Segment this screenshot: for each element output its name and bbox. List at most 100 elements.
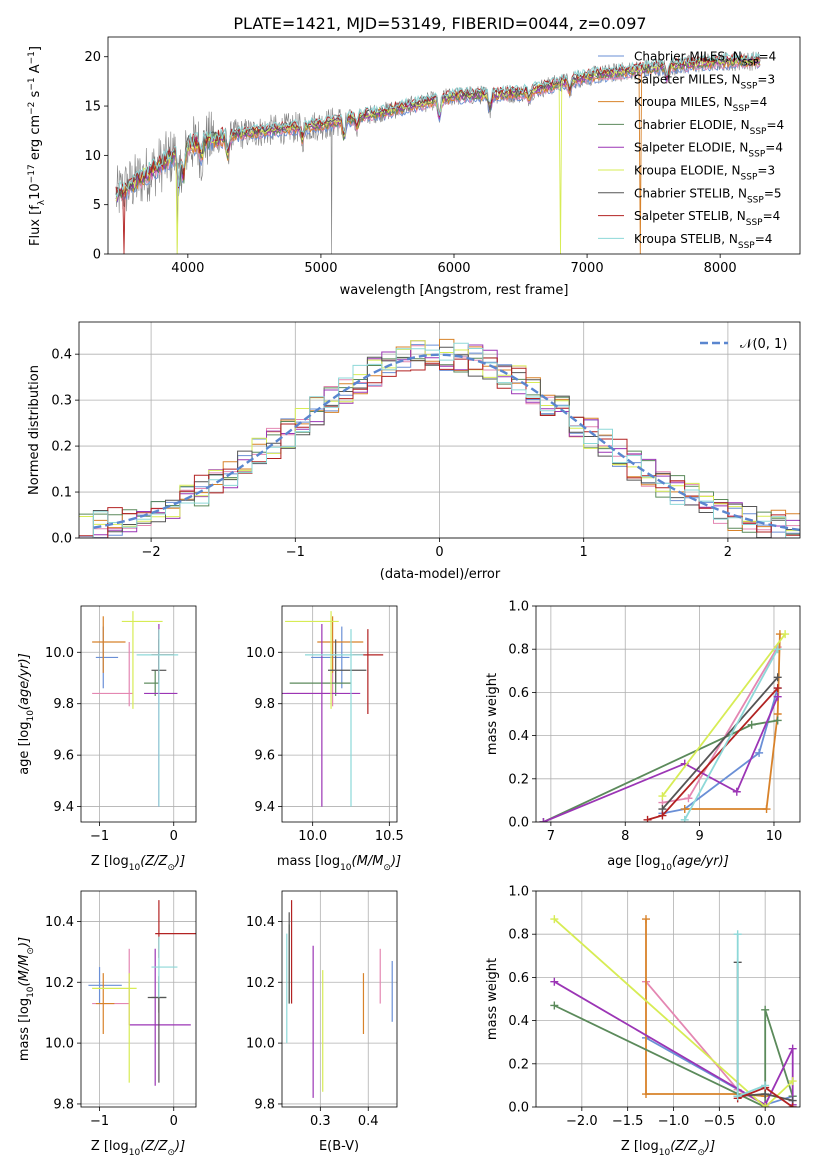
weight-marker: [781, 630, 790, 639]
errorbar-point-6: [147, 976, 167, 1083]
y-tick-label: 10.0: [45, 646, 74, 661]
errorbar-point-6: [328, 639, 367, 684]
y-axis-label-part: )]: [17, 937, 32, 948]
axes-frame-spectrum: [107, 36, 801, 255]
x-axis-label-part: ⊙: [167, 863, 175, 873]
x-axis-label-part: (Z/Z: [140, 854, 168, 869]
x-axis-label-part: 10: [129, 863, 141, 873]
x-tick-label: −2.0: [566, 1114, 598, 1129]
weight-marker: [732, 787, 741, 796]
errorbar-point-5: [92, 973, 137, 1083]
errorbar-point-8: [151, 936, 178, 998]
weight-marker: [761, 1005, 770, 1014]
panel-ebv-mass: 0.3 0.4 9.8 10.0 10.2 10.4 E(B-V): [246, 890, 398, 1154]
axes-frame-residuals: [78, 321, 801, 539]
y-tick-label: 0.8: [508, 928, 529, 943]
plot-area-Z-weight: [550, 915, 797, 1107]
x-axis-label-part: age [log: [607, 854, 660, 869]
x-axis-label: age [log10(age/yr)]: [607, 854, 729, 873]
weight-line-1: [645, 981, 766, 1106]
weight-marker: [773, 692, 782, 701]
errorbar-point-4: [282, 624, 361, 807]
weight-line-6: [661, 676, 779, 810]
y-tick-label: 9.4: [53, 800, 74, 815]
legend-label-part: SSP: [742, 59, 759, 69]
weight-marker: [747, 720, 756, 729]
weight-marker: [773, 716, 782, 725]
x-tick-label: 8: [621, 829, 629, 844]
weight-marker: [642, 915, 650, 924]
x-axis-label-part: ⊙: [383, 863, 391, 873]
weight-line-3: [553, 1004, 794, 1107]
weight-marker: [684, 794, 693, 803]
legend-label-part: SSP: [738, 241, 755, 251]
y-tick-label: 9.8: [53, 1097, 74, 1112]
y-axis-label-part: −2: [27, 102, 37, 115]
x-tick-label: 7: [547, 829, 555, 844]
y-tick-label: 10: [84, 149, 101, 164]
x-tick-label: 10.5: [375, 829, 404, 844]
errorbar-point-0: [311, 626, 350, 689]
axes-frame-age-weight: [535, 605, 801, 823]
errorbar-point-8: [305, 629, 364, 807]
errorbar-point-7: [155, 900, 196, 958]
x-axis-label-part: (age/yr)]: [672, 854, 729, 869]
legend-label-part: Chabrier ELODIE, N: [634, 118, 750, 132]
y-tick-label: 0.0: [508, 816, 529, 831]
y-tick-label: 9.8: [254, 697, 275, 712]
errorbar-point-5: [121, 611, 163, 709]
weight-marker: [733, 1092, 742, 1101]
weight-marker: [680, 805, 689, 814]
x-tick-label: 9: [695, 829, 703, 844]
y-tick-label: 0: [93, 248, 101, 263]
errorbar-point-4: [129, 948, 191, 1086]
weight-marker: [773, 684, 782, 693]
y-axis-label: mass [log10(M/M⊙)]: [17, 937, 36, 1061]
legend-label-part: =5: [764, 186, 782, 200]
x-axis-label-part: ⊙: [167, 1148, 175, 1158]
weight-marker: [733, 930, 742, 939]
y-axis-label-part: erg cm: [28, 115, 43, 164]
errorbar-point-3: [144, 670, 159, 696]
y-axis-label-part: 10: [26, 710, 36, 722]
legend-label-part: =4: [766, 118, 784, 132]
legend-label-part: SSP: [750, 127, 767, 137]
x-tick-label: −1: [90, 1114, 109, 1129]
y-tick-label: 9.8: [254, 1097, 275, 1112]
x-tick-label: 0.3: [310, 1114, 331, 1129]
y-tick-label: 0.4: [508, 1014, 529, 1029]
y-axis-label: mass weight: [485, 958, 500, 1040]
x-tick-label: 2: [724, 545, 732, 560]
weight-line-2: [684, 634, 781, 810]
y-axis-label: Flux [fλ10−17 erg cm−2 s−1 A−1]: [27, 46, 47, 246]
y-tick-label: 0.3: [51, 394, 72, 409]
panel-Z-weight: −2.0 −1.5 −1.0 −0.5 0.0 0.0 0.2 0.4 0.6 0.8 1.0 Z […: [485, 885, 801, 1158]
weight-marker: [642, 1090, 650, 1099]
axes-frame-Z-age: [80, 605, 197, 823]
weight-line-4: [553, 980, 794, 1107]
weight-line-5: [553, 918, 794, 1107]
weight-marker: [788, 1044, 797, 1053]
y-axis-label-part: −17: [27, 164, 37, 183]
y-tick-label: 10.0: [246, 646, 275, 661]
weight-line-1: [662, 646, 779, 804]
weight-line-4: [543, 696, 779, 822]
legend-label-part: =4: [759, 50, 777, 64]
weight-marker: [773, 673, 782, 682]
y-tick-label: 10.4: [45, 915, 74, 930]
x-tick-label: 0: [435, 545, 443, 560]
weight-marker: [755, 748, 764, 757]
legend-label: Salpeter STELIB, NSSP=4: [634, 209, 780, 228]
weight-marker: [762, 805, 771, 814]
legend-label: Chabrier ELODIE, NSSP=4: [634, 118, 784, 137]
x-tick-label: 0.4: [358, 1114, 379, 1129]
model-spectrum-2: [115, 58, 761, 254]
errorbar-point-1: [92, 948, 130, 1025]
x-tick-label: −1.5: [612, 1114, 644, 1129]
histogram-8: [79, 342, 800, 538]
y-axis-label-part: −1: [27, 51, 37, 64]
y-axis-label-part: (M/M: [17, 955, 32, 987]
y-axis-label-part: (age/yr)]: [17, 653, 32, 710]
y-axis-label-part: s: [28, 90, 43, 101]
x-tick-label: −2: [142, 545, 161, 560]
